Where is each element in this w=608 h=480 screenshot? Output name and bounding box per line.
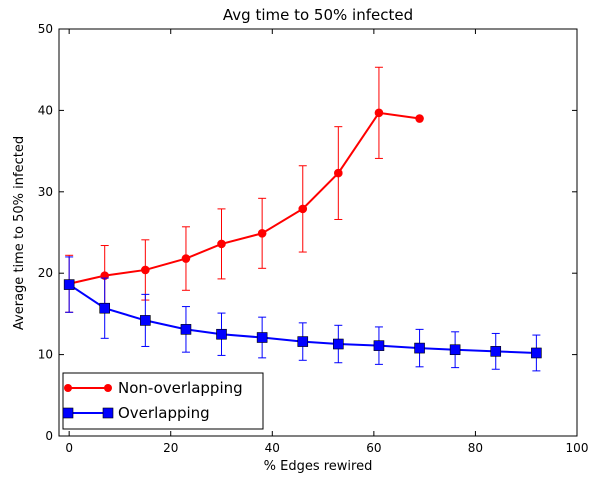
data-point-circle (181, 254, 191, 263)
data-point-square (99, 302, 111, 314)
x-tick-label: 0 (65, 441, 73, 455)
data-point-square (490, 346, 502, 357)
data-point-square (140, 315, 151, 326)
data-point-square (373, 340, 385, 351)
data-point-square (297, 336, 309, 347)
y-tick-label: 30 (38, 185, 53, 199)
legend-label: Non-overlapping (118, 379, 243, 397)
legend-box (62, 372, 264, 430)
x-axis-label: % Edges rewired (264, 459, 373, 474)
y-axis-label: Average time to 50% infected (12, 136, 27, 330)
data-point-square (449, 344, 461, 356)
data-point-circle (257, 229, 267, 238)
y-tick-label: 10 (38, 348, 53, 362)
legend-marker-circle (104, 384, 112, 392)
x-tick-label: 60 (366, 441, 381, 455)
data-point-square (256, 332, 268, 343)
x-tick-label: 80 (468, 441, 483, 455)
data-point-square (414, 342, 425, 354)
series-non-overlapping (64, 66, 424, 313)
data-point-circle (141, 265, 150, 275)
data-point-square (531, 347, 542, 359)
data-point-square (333, 338, 344, 350)
data-point-circle (298, 204, 308, 214)
plot-area (63, 66, 542, 372)
chart-title: Avg time to 50% infected (223, 6, 413, 24)
data-point-circle (334, 168, 343, 178)
x-tick-label: 20 (163, 441, 178, 455)
plot-frame (58, 28, 578, 437)
legend-marker-circle (64, 384, 72, 392)
y-tick-label: 50 (38, 22, 53, 36)
axis-ticks: 0 20 40 60 80 100 0 10 20 30 40 50 (38, 22, 589, 455)
data-point-square (216, 328, 227, 340)
x-tick-label: 40 (265, 441, 280, 455)
data-point-circle (415, 114, 424, 123)
data-point-circle (374, 108, 384, 118)
x-tick-label: 100 (566, 441, 589, 455)
series-overlapping (63, 256, 542, 372)
legend-marker-square (62, 407, 74, 419)
data-point-square (63, 279, 75, 290)
y-tick-label: 0 (45, 429, 53, 443)
data-point-circle (217, 239, 226, 249)
legend-label: Overlapping (118, 404, 210, 422)
legend-marker-square (102, 407, 114, 419)
series-line (68, 111, 420, 285)
y-tick-label: 40 (38, 103, 53, 117)
legend: Non-overlapping Overlapping (62, 372, 264, 430)
y-tick-label: 20 (38, 266, 53, 280)
data-point-square (180, 324, 192, 335)
